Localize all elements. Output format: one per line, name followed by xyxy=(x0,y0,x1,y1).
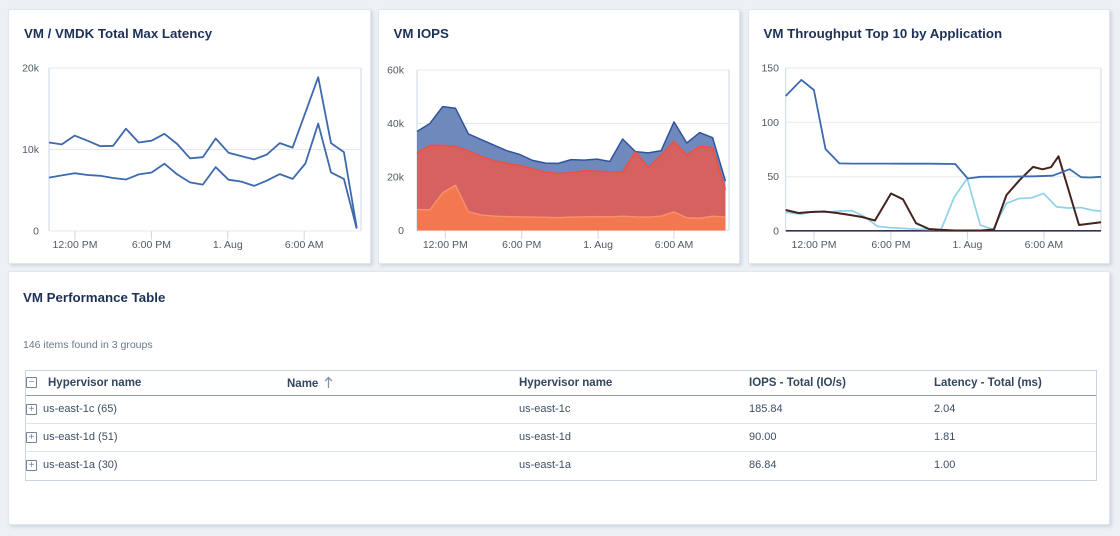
svg-text:1. Aug: 1. Aug xyxy=(213,239,243,251)
svg-text:6:00 AM: 6:00 AM xyxy=(1024,239,1063,251)
svg-text:1. Aug: 1. Aug xyxy=(583,239,613,251)
svg-text:6:00 AM: 6:00 AM xyxy=(654,239,693,251)
svg-text:6:00 PM: 6:00 PM xyxy=(502,239,541,251)
svg-text:0: 0 xyxy=(398,225,404,237)
svg-text:0: 0 xyxy=(773,226,779,238)
svg-text:100: 100 xyxy=(761,117,779,129)
svg-text:6:00 AM: 6:00 AM xyxy=(285,239,324,251)
svg-text:10k: 10k xyxy=(22,144,40,156)
svg-text:40k: 40k xyxy=(387,118,405,130)
svg-text:20k: 20k xyxy=(22,63,40,75)
svg-text:6:00 PM: 6:00 PM xyxy=(132,239,171,251)
svg-text:150: 150 xyxy=(761,63,779,75)
svg-text:1. Aug: 1. Aug xyxy=(952,239,982,251)
svg-text:60k: 60k xyxy=(387,65,405,77)
svg-text:12:00 PM: 12:00 PM xyxy=(53,239,98,251)
svg-text:12:00 PM: 12:00 PM xyxy=(791,239,836,251)
svg-text:50: 50 xyxy=(767,171,779,183)
svg-text:20k: 20k xyxy=(387,172,405,184)
svg-text:12:00 PM: 12:00 PM xyxy=(422,239,467,251)
svg-text:6:00 PM: 6:00 PM xyxy=(871,239,910,251)
svg-text:0: 0 xyxy=(33,226,39,238)
